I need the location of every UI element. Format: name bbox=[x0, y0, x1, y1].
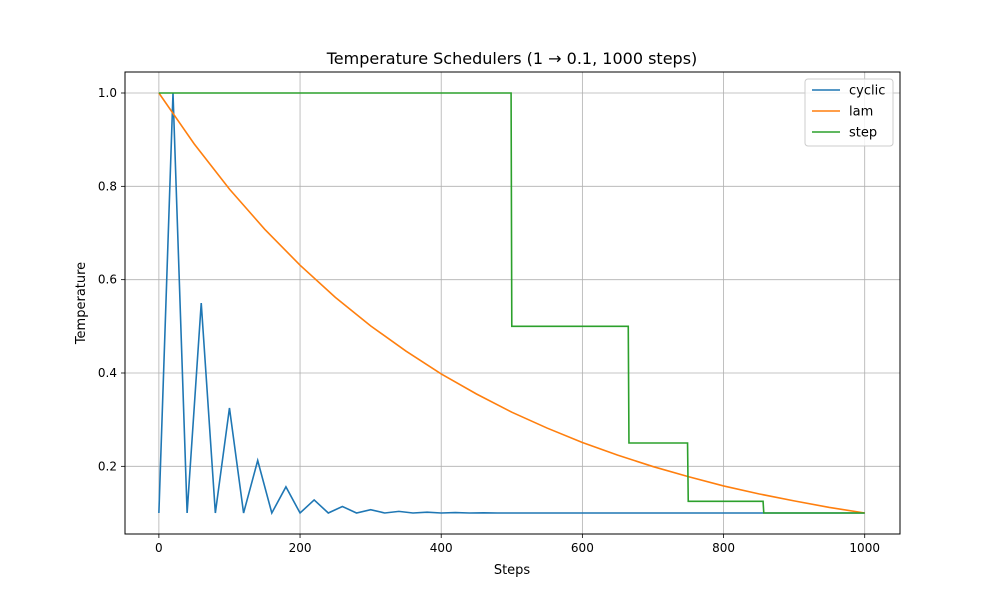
legend-label-lam: lam bbox=[849, 105, 873, 120]
axis-ticks: 0 200 400 600 800 1000 0.2 0.4 0.6 0.8 1.0 bbox=[98, 86, 880, 555]
legend-label-cyclic: cyclic bbox=[849, 84, 885, 99]
x-tick-label: 600 bbox=[571, 541, 594, 555]
x-tick-label: 400 bbox=[430, 541, 453, 555]
chart-title: Temperature Schedulers (1 → 0.1, 1000 st… bbox=[326, 49, 698, 68]
y-tick-label: 0.6 bbox=[98, 273, 117, 287]
series-line-cyclic bbox=[158, 92, 865, 516]
y-tick-label: 0.4 bbox=[98, 366, 117, 380]
x-tick-label: 1000 bbox=[849, 541, 880, 555]
x-tick-label: 800 bbox=[712, 541, 735, 555]
grid-lines bbox=[125, 72, 900, 534]
legend-box bbox=[804, 78, 894, 147]
y-axis-label: Temperature bbox=[74, 262, 89, 345]
x-axis-label: Steps bbox=[494, 563, 531, 578]
plot-frame bbox=[124, 71, 901, 535]
y-tick-label: 0.8 bbox=[98, 179, 117, 193]
y-tick-label: 1.0 bbox=[98, 86, 117, 100]
x-tick-label: 0 bbox=[155, 541, 163, 555]
legend-label-step: step bbox=[849, 126, 877, 141]
legend: cyclic lam step bbox=[804, 78, 894, 147]
series-line-step bbox=[158, 92, 865, 514]
series-layer bbox=[158, 92, 865, 516]
series-line-lam bbox=[158, 92, 865, 514]
x-tick-label: 200 bbox=[289, 541, 312, 555]
y-tick-label: 0.2 bbox=[98, 459, 117, 473]
